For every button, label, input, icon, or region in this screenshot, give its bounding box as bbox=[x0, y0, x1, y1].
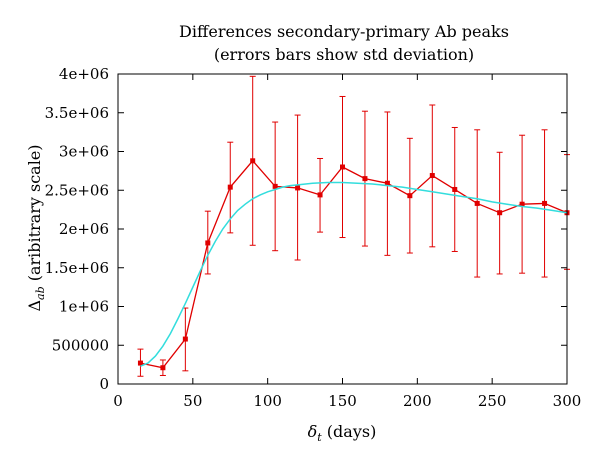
data-point bbox=[227, 184, 233, 190]
x-axis-subscript: t bbox=[317, 431, 322, 444]
chart-title: Differences secondary-primary Ab peaks bbox=[179, 22, 509, 41]
data-point bbox=[137, 360, 143, 366]
y-axis-text: (aribitrary scale) bbox=[25, 144, 44, 286]
svg-text:δt (days): δt (days) bbox=[308, 422, 377, 444]
data-point bbox=[272, 183, 278, 189]
y-tick-label: 3e+06 bbox=[59, 143, 109, 161]
y-tick-label: 4e+06 bbox=[59, 65, 109, 83]
data-point bbox=[497, 210, 503, 216]
y-tick-label: 2e+06 bbox=[59, 220, 109, 238]
data-point bbox=[250, 158, 256, 164]
data-point bbox=[160, 365, 166, 371]
data-point bbox=[542, 200, 548, 206]
x-axis-text: (days) bbox=[322, 422, 377, 441]
x-tick-label: 150 bbox=[328, 392, 357, 410]
series-red-group bbox=[137, 75, 570, 377]
series-layer bbox=[137, 75, 570, 377]
data-point bbox=[182, 336, 188, 342]
axis-ticks: 0 50 100 150 200 250 300 0 500000 1e+06 1.5e+06 2e+… bbox=[45, 65, 582, 410]
chart-subtitle: (errors bars show std deviation) bbox=[214, 45, 474, 64]
x-axis-symbol: δ bbox=[308, 422, 318, 441]
data-point bbox=[362, 176, 368, 182]
x-tick-label: 0 bbox=[113, 392, 123, 410]
data-point bbox=[295, 185, 301, 191]
series-cyan-line bbox=[140, 181, 568, 367]
y-axis-subscript: ab bbox=[34, 286, 47, 300]
y-tick-label: 0 bbox=[99, 375, 109, 393]
data-point bbox=[205, 240, 211, 246]
y-tick-label: 2.5e+06 bbox=[45, 181, 109, 199]
plot-frame bbox=[117, 73, 568, 385]
x-tick-label: 300 bbox=[553, 392, 582, 410]
data-point bbox=[340, 164, 345, 170]
x-axis-label: δt (days) bbox=[308, 422, 377, 444]
data-point bbox=[519, 201, 525, 207]
y-tick-label: 1e+06 bbox=[59, 298, 109, 316]
y-axis-symbol: Δ bbox=[25, 300, 44, 312]
data-point bbox=[407, 193, 413, 199]
x-tick-label: 200 bbox=[403, 392, 432, 410]
data-point bbox=[429, 173, 435, 179]
x-tick-label: 250 bbox=[478, 392, 507, 410]
x-tick-label: 100 bbox=[253, 392, 282, 410]
y-tick-label: 1.5e+06 bbox=[45, 259, 109, 277]
series-red-line bbox=[140, 159, 568, 369]
x-tick-label: 50 bbox=[183, 392, 202, 410]
data-point bbox=[317, 192, 323, 198]
y-tick-label: 3.5e+06 bbox=[45, 104, 109, 122]
data-point bbox=[474, 200, 480, 206]
data-point bbox=[384, 180, 390, 186]
data-point bbox=[452, 186, 458, 192]
y-axis-label: Δab (aribitrary scale) bbox=[25, 144, 47, 311]
svg-text:Δab (aribitrary scale): Δab (aribitrary scale) bbox=[25, 144, 47, 311]
y-tick-label: 500000 bbox=[52, 336, 109, 354]
